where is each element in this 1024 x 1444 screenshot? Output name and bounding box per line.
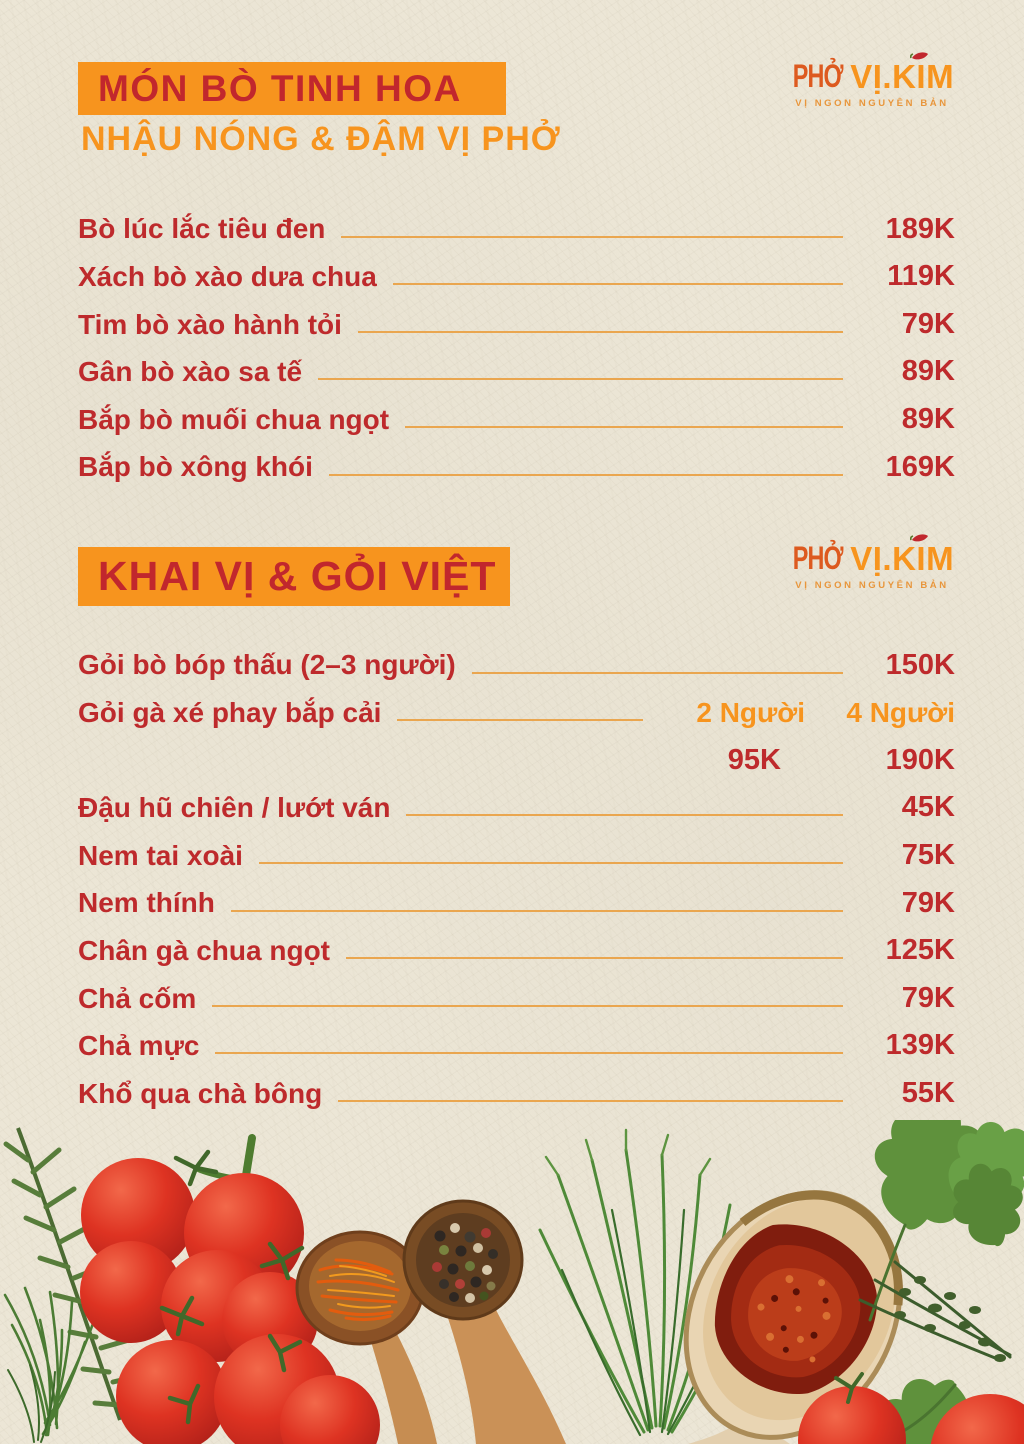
- brand-logo: PHỞ VỊ.KIM VỊ NGON NGUYÊN BẢN: [772, 52, 972, 109]
- leader-line: [212, 1004, 843, 1007]
- brand-name-text: VỊ.KIM: [850, 540, 955, 577]
- dill-bunch-left-icon: [3, 1286, 97, 1443]
- tomato-vine-icon: [80, 1134, 380, 1444]
- leader-line: [346, 957, 843, 960]
- menu-item-price: 79K: [901, 307, 955, 340]
- menu-item-name: Chả mực: [78, 1030, 200, 1062]
- section-banner-khai-vi: KHAI VỊ & GỎI VIỆT: [78, 547, 510, 606]
- menu-item-name: Gỏi gà xé phay bắp cải: [78, 697, 382, 728]
- menu-item-price: 89K: [901, 355, 955, 388]
- menu-item-price: 79K: [901, 886, 955, 919]
- menu-item-name: Bắp bò xông khói: [78, 451, 313, 483]
- cilantro-leaves-icon: [854, 1120, 1024, 1444]
- menu-item-price: 150K: [885, 648, 955, 681]
- leader-line: [215, 1052, 843, 1055]
- menu-item-price: 89K: [901, 403, 955, 436]
- leader-line: [318, 378, 843, 381]
- leader-line: [230, 909, 843, 912]
- brand-pho-wordmark: PHỞ: [792, 57, 844, 95]
- brand-tagline: VỊ NGON NGUYÊN BẢN: [795, 98, 949, 109]
- menu-item-row: Khổ qua chà bông 55K: [78, 1062, 955, 1110]
- menu-item-name: Nem tai xoài: [78, 839, 243, 871]
- brand-name-wordmark: VỊ.KIM: [850, 52, 955, 95]
- menu-item-price: 79K: [901, 981, 955, 1014]
- menu-item-row: Tim bò xào hành tỏi 79K: [78, 293, 955, 341]
- menu-item-row: Gỏi gà xé phay bắp cải 2 Người 4 Người: [78, 682, 955, 730]
- leader-line: [405, 425, 843, 428]
- menu-item-name: Xách bò xào dưa chua: [78, 261, 377, 292]
- menu-item-name: Gân bò xào sa tế: [78, 356, 303, 388]
- menu-item-name: Gỏi bò bóp thấu (2–3 người): [78, 649, 456, 681]
- menu-item-row: Gân bò xào sa tế 89K: [78, 341, 955, 389]
- menu-item-name: Bò lúc lắc tiêu đen: [78, 213, 326, 245]
- chili-icon: [910, 52, 929, 60]
- menu-item-price: 169K: [885, 450, 955, 483]
- saffron-spoon-icon: [295, 1230, 437, 1444]
- menu-item-name: Bắp bò muối chua ngọt: [78, 403, 390, 435]
- menu-item-row: Chả cốm 79K: [78, 967, 955, 1015]
- menu-item-price: 139K: [885, 1029, 955, 1062]
- menu-item-row: Chân gà chua ngọt 125K: [78, 920, 955, 968]
- leader-line: [341, 235, 843, 238]
- menu-item-row: Bắp bò muối chua ngọt 89K: [78, 388, 955, 436]
- brand-pho-wordmark: PHỞ: [792, 539, 844, 577]
- leader-line: [392, 283, 843, 286]
- menu-list-khai-vi: Gỏi bò bóp thấu (2–3 người) 150K Gỏi gà xé…: [78, 634, 955, 1110]
- brand-tagline: VỊ NGON NGUYÊN BẢN: [795, 580, 949, 591]
- menu-item-row: Xách bò xào dưa chua 119K: [78, 246, 955, 294]
- menu-item-price: 125K: [885, 934, 955, 967]
- brand-logo: PHỞ VỊ.KIM VỊ NGON NGUYÊN BẢN: [772, 534, 972, 591]
- menu-item-name: Khổ qua chà bông: [78, 1077, 323, 1109]
- menu-item-price: 190K: [885, 743, 955, 776]
- section-banner-mon-bo: MÓN BÒ TINH HOA: [78, 62, 506, 115]
- dill-bunch-center-icon: [538, 1128, 754, 1437]
- menu-item-name: Nem thính: [78, 887, 215, 919]
- leader-line: [328, 473, 843, 476]
- menu-item-price: 45K: [901, 791, 955, 824]
- menu-item-row: Đậu hũ chiên / lướt ván 45K: [78, 777, 955, 825]
- menu-item-price: 119K: [887, 260, 955, 293]
- tomato-bottom-right-icon: [798, 1372, 1024, 1444]
- menu-item-price: 55K: [901, 1077, 955, 1110]
- menu-item-row: Bắp bò xông khói 169K: [78, 436, 955, 484]
- leader-line: [357, 330, 843, 333]
- serving-size-label: 4 Người: [846, 697, 955, 729]
- leader-line: [471, 671, 843, 674]
- section-title: MÓN BÒ TINH HOA: [98, 67, 462, 109]
- ingredients-photo-strip: [3, 1120, 1024, 1444]
- leader-line: [258, 861, 843, 864]
- menu-item-row: Chả mực 139K: [78, 1015, 955, 1063]
- menu-item-row: Bò lúc lắc tiêu đen 189K: [78, 198, 955, 246]
- menu-item-row: Gỏi bò bóp thấu (2–3 người) 150K: [78, 634, 955, 682]
- peppercorn-spoon-icon: [402, 1199, 566, 1444]
- menu-item-row: Nem tai xoài 75K: [78, 824, 955, 872]
- menu-item-name: Đậu hũ chiên / lướt ván: [78, 792, 391, 824]
- menu-list-mon-bo: Bò lúc lắc tiêu đen 189K Xách bò xào dưa c…: [78, 198, 955, 484]
- menu-item-name: Chả cốm: [78, 982, 197, 1014]
- menu-item-name: Chân gà chua ngọt: [78, 934, 330, 966]
- leader-line: [406, 814, 843, 817]
- menu-item-price: 189K: [885, 212, 955, 245]
- thyme-sprigs-icon: [858, 1260, 1012, 1362]
- brand-name-wordmark: VỊ.KIM: [850, 534, 955, 577]
- brand-name-text: VỊ.KIM: [850, 58, 955, 95]
- menu-item-row: Nem thính 79K: [78, 872, 955, 920]
- serving-size-label: 2 Người: [696, 697, 805, 729]
- menu-item-price: 95K: [727, 743, 781, 776]
- leader-line: [338, 1099, 843, 1102]
- menu-item-row: 95K 190K: [78, 729, 955, 777]
- chili-flakes-spoon-icon: [683, 1190, 903, 1444]
- section-subtitle: NHẬU NÓNG & ĐẬM VỊ PHỞ: [81, 120, 561, 158]
- menu-item-price: 75K: [901, 839, 955, 872]
- chili-icon: [910, 534, 929, 542]
- menu-item-name: Tim bò xào hành tỏi: [78, 308, 342, 340]
- leader-line: [397, 719, 643, 722]
- section-title: KHAI VỊ & GỎI VIỆT: [98, 553, 497, 599]
